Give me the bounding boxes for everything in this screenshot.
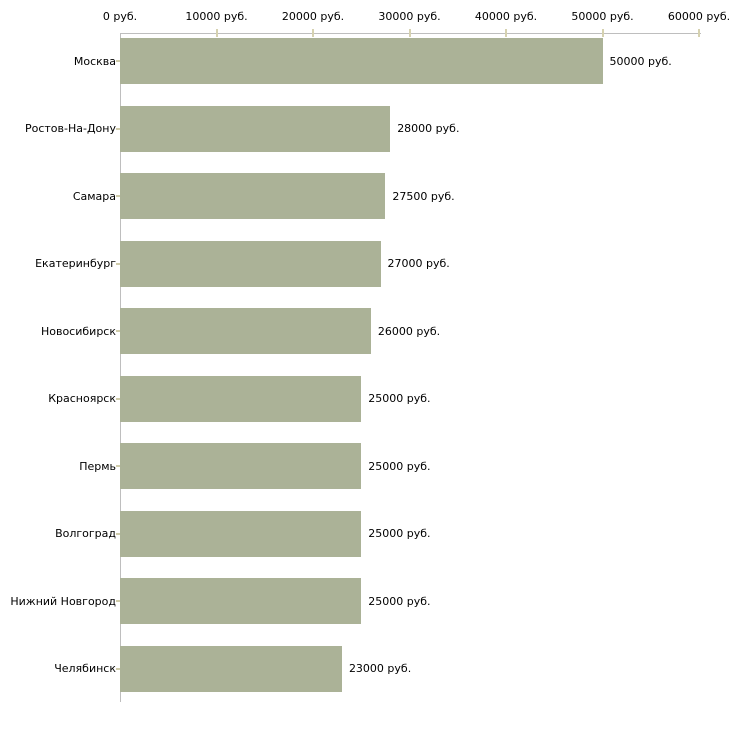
bar-row: Самара 27500 руб.	[0, 162, 730, 230]
x-axis-tick-label: 10000 руб.	[185, 10, 248, 23]
x-axis-line	[120, 33, 701, 34]
bar	[120, 308, 371, 354]
value-label: 26000 руб.	[377, 324, 441, 338]
bar-row: Волгоград 25000 руб.	[0, 500, 730, 568]
category-label: Пермь	[79, 459, 116, 473]
value-label: 25000 руб.	[368, 527, 431, 540]
value-label: 27500 руб.	[392, 189, 455, 203]
value-label: 23000 руб.	[348, 662, 412, 675]
category-label: Волгоград	[55, 527, 116, 540]
value-label: 25000 руб.	[368, 459, 431, 473]
category-tick-mark	[116, 330, 120, 332]
category-label: Самара	[72, 189, 116, 203]
category-label: Челябинск	[54, 662, 116, 675]
value-label: 50000 руб.	[609, 54, 672, 68]
x-axis-tick-mark	[601, 29, 604, 37]
category-tick-mark	[116, 262, 120, 265]
category-tick-mark	[116, 127, 120, 130]
bar-row: Красноярск 25000 руб.	[0, 365, 730, 433]
category-label: Нижний Новгород	[10, 594, 116, 608]
bar-row: Ростов-На-Дону 28000 руб.	[0, 95, 730, 163]
bar	[120, 645, 342, 692]
category-tick-mark	[116, 195, 120, 197]
category-tick-mark	[116, 397, 120, 400]
bar	[120, 240, 381, 287]
x-axis-tick-label: 20000 руб.	[281, 10, 345, 23]
value-label: 27000 руб.	[387, 257, 450, 270]
category-label: Москва	[73, 54, 116, 68]
bar	[120, 578, 362, 624]
bar-row: Екатеринбург 27000 руб.	[0, 230, 730, 298]
x-axis-tick-mark	[698, 29, 700, 37]
x-axis-tick-mark	[215, 29, 218, 37]
category-label: Ростов-На-Дону	[24, 122, 116, 135]
bar-row: Челябинск 23000 руб.	[0, 635, 730, 703]
bar-row: Новосибирск 26000 руб.	[0, 297, 730, 365]
bar	[120, 173, 386, 219]
y-axis-line	[120, 33, 121, 702]
bar	[120, 38, 603, 84]
x-axis-tick-mark	[408, 29, 411, 37]
bar	[120, 375, 362, 422]
x-axis-tick-label: 60000 руб.	[667, 10, 730, 23]
category-label: Новосибирск	[40, 324, 116, 338]
value-label: 25000 руб.	[368, 392, 431, 405]
bar	[120, 105, 391, 152]
category-tick-mark	[116, 667, 120, 670]
x-axis-tick-label: 0 руб.	[102, 10, 138, 23]
x-axis-tick-label: 40000 руб.	[474, 10, 538, 23]
value-label: 25000 руб.	[368, 594, 431, 608]
value-label: 28000 руб.	[397, 122, 460, 135]
category-tick-mark	[116, 600, 120, 602]
bar	[120, 510, 362, 557]
bar-row: Москва 50000 руб.	[0, 27, 730, 95]
category-label: Екатеринбург	[35, 257, 116, 270]
bar-row: Нижний Новгород 25000 руб.	[0, 567, 730, 635]
category-tick-mark	[116, 532, 120, 535]
category-label: Красноярск	[48, 392, 116, 405]
category-tick-mark	[116, 465, 120, 467]
x-axis-tick-label: 30000 руб.	[378, 10, 441, 23]
x-axis-tick-mark	[505, 29, 507, 37]
bar-row: Пермь 25000 руб.	[0, 432, 730, 500]
x-axis-tick-mark	[312, 29, 314, 37]
category-tick-mark	[116, 60, 120, 62]
x-axis-tick-label: 50000 руб.	[571, 10, 634, 23]
bar	[120, 443, 362, 489]
